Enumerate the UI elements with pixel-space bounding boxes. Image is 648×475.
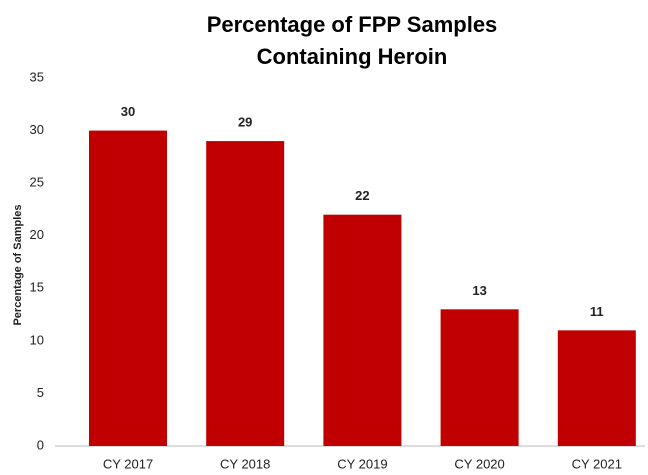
y-tick-label: 35	[30, 69, 44, 84]
y-tick-label: 5	[37, 385, 44, 400]
value-label: 29	[238, 115, 252, 130]
bar	[557, 330, 636, 446]
chart-title: Containing Heroin	[257, 44, 448, 69]
value-label: 13	[472, 283, 486, 298]
x-tick-label: CY 2020	[454, 456, 504, 471]
bar	[323, 214, 402, 446]
y-tick-label: 25	[30, 175, 44, 190]
y-tick-label: 0	[37, 437, 44, 452]
x-tick-label: CY 2019	[337, 456, 387, 471]
bar	[206, 141, 285, 447]
y-tick-label: 10	[30, 332, 44, 347]
chart-title: Percentage of FPP Samples	[207, 12, 498, 37]
value-label: 30	[121, 104, 135, 119]
bar	[89, 130, 167, 447]
y-tick-label: 20	[30, 227, 44, 242]
x-tick-label: CY 2017	[103, 456, 153, 471]
y-tick-label: 15	[30, 280, 44, 295]
bar	[440, 309, 519, 446]
value-label: 22	[355, 188, 369, 203]
value-label: 11	[590, 304, 604, 319]
y-tick-label: 30	[30, 122, 44, 137]
x-tick-label: CY 2021	[572, 456, 622, 471]
x-tick-label: CY 2018	[220, 456, 270, 471]
y-axis-label: Percentage of Samples	[12, 204, 24, 325]
